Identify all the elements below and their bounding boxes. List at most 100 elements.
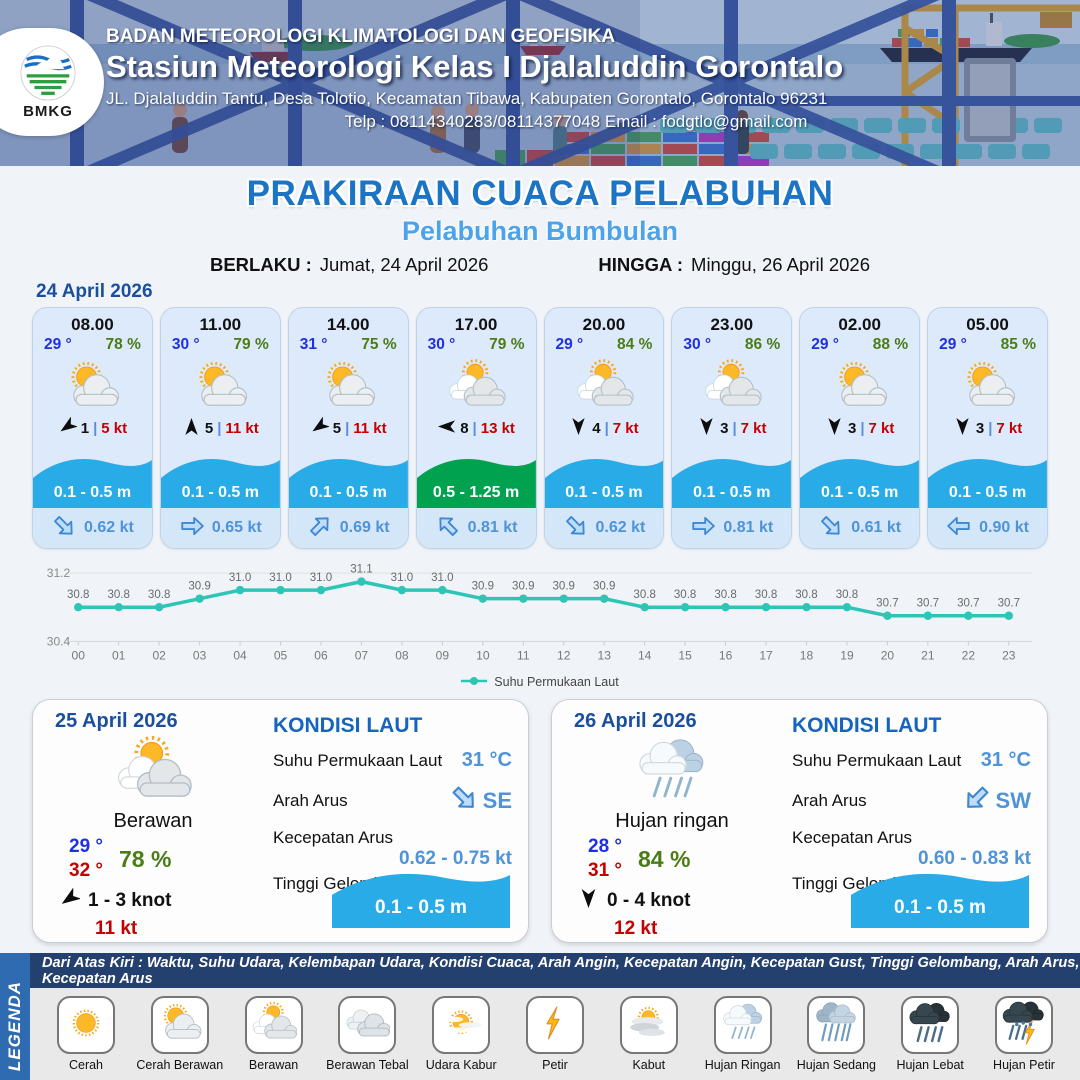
hourly-date: 24 April 2026 bbox=[36, 281, 153, 302]
current-speed-value: 0.62 - 0.75 kt bbox=[398, 848, 512, 870]
divider: | bbox=[472, 419, 477, 437]
sst-value: 31 °C bbox=[461, 749, 512, 772]
svg-text:30.4: 30.4 bbox=[47, 634, 71, 648]
port-illustration bbox=[0, 0, 1080, 166]
air-temperature: 29 ° bbox=[939, 336, 967, 353]
wave-height-band: 0.1 - 0.5 m bbox=[288, 450, 408, 508]
wind-speed: 7 kt bbox=[996, 419, 1023, 437]
legend-item-label: Hujan Ringan bbox=[704, 1058, 781, 1073]
humidity: 79 % bbox=[489, 336, 525, 353]
daily-forecast-card: 26 April 2026 Hujan ringan 28 ° 31 ° 84 … bbox=[551, 699, 1048, 944]
legend-item: Udara Kabur bbox=[415, 996, 507, 1080]
humidity: 78 % bbox=[119, 845, 172, 872]
chart-legend: Suhu Permukaan Laut bbox=[0, 673, 1080, 691]
divider: | bbox=[604, 419, 609, 437]
wind-row: 3 | 7 kt bbox=[825, 415, 894, 441]
legend-item-label: Cerah Berawan bbox=[136, 1058, 224, 1073]
humidity: 84 % bbox=[617, 336, 653, 353]
wind-row: 3 | 7 kt bbox=[697, 415, 767, 441]
weather-icon bbox=[569, 357, 639, 415]
legend-strip: LEGENDA bbox=[0, 953, 30, 1080]
wind-row: 3 | 7 kt bbox=[953, 415, 1022, 441]
wind-direction-icon bbox=[697, 417, 716, 440]
divider: | bbox=[732, 419, 737, 437]
wind-row: 4 | 7 kt bbox=[569, 415, 639, 441]
current-speed: 0.69 kt bbox=[339, 519, 390, 536]
svg-text:30.8: 30.8 bbox=[148, 589, 170, 601]
current-speed: 0.65 kt bbox=[211, 519, 262, 536]
svg-text:31.1: 31.1 bbox=[350, 564, 372, 576]
wave-height-value: 0.1 - 0.5 m bbox=[309, 484, 387, 501]
svg-text:16: 16 bbox=[719, 648, 733, 662]
wave-height-value: 0.1 - 0.5 m bbox=[821, 484, 899, 501]
svg-text:31.0: 31.0 bbox=[310, 572, 332, 584]
weather-icon bbox=[697, 357, 767, 415]
svg-text:31.0: 31.0 bbox=[391, 572, 413, 584]
wind-speed-range: 1 - 3 knot bbox=[88, 890, 172, 912]
wind-speed: 13 kt bbox=[480, 419, 515, 437]
wind-speed: 5 kt bbox=[101, 419, 128, 437]
weather-condition: Hujan ringan bbox=[615, 810, 729, 833]
wave-height-band: 0.1 - 0.5 m bbox=[928, 450, 1047, 508]
legend-item: Hujan Sedang bbox=[790, 996, 882, 1080]
current-direction-icon bbox=[962, 783, 992, 819]
wind-speed: 7 kt bbox=[740, 419, 767, 437]
svg-text:31.0: 31.0 bbox=[229, 572, 251, 584]
current-speed: 0.62 kt bbox=[595, 519, 646, 536]
humidity: 75 % bbox=[361, 336, 397, 353]
wind-direction-icon bbox=[825, 417, 844, 440]
svg-text:04: 04 bbox=[233, 648, 247, 662]
current-direction-icon bbox=[51, 513, 77, 544]
legend-item-label: Berawan bbox=[248, 1058, 299, 1073]
forecast-time: 23.00 bbox=[710, 315, 754, 334]
weather-icon bbox=[626, 1000, 672, 1051]
svg-text:09: 09 bbox=[436, 648, 450, 662]
humidity: 86 % bbox=[744, 336, 781, 353]
wind-direction-value: 1 bbox=[80, 419, 90, 437]
current-row: 0.61 kt bbox=[800, 508, 920, 548]
svg-text:08: 08 bbox=[395, 648, 409, 662]
svg-text:06: 06 bbox=[314, 648, 328, 662]
weather-icon bbox=[532, 1000, 578, 1051]
page-title: PRAKIRAAN CUACA PELABUHAN bbox=[246, 174, 834, 213]
current-speed: 0.81 kt bbox=[723, 519, 774, 536]
header-banner: BMKG BADAN METEOROLOGI KLIMATOLOGI DAN G… bbox=[0, 0, 1080, 166]
hourly-forecast-card: 02.00 29 ° 88 % 3 | 7 kt 0.1 - 0.5 m 0.6… bbox=[799, 307, 921, 549]
svg-text:18: 18 bbox=[800, 648, 814, 662]
weather-icon bbox=[1001, 1000, 1047, 1051]
sst-label: Suhu Permukaan Laut bbox=[792, 750, 962, 770]
wave-height-value: 0.1 - 0.5 m bbox=[375, 897, 467, 919]
legend-strip-label: LEGENDA bbox=[5, 981, 24, 1072]
forecast-time: 11.00 bbox=[199, 315, 242, 334]
weather-icon bbox=[441, 357, 511, 415]
wave-height-band: 0.1 - 0.5 m bbox=[672, 450, 792, 508]
divider: | bbox=[345, 419, 350, 437]
svg-text:31.0: 31.0 bbox=[431, 572, 453, 584]
hingga-label: HINGGA : bbox=[598, 254, 684, 275]
weather-icon bbox=[813, 1000, 859, 1051]
wave-height-band: 0.1 - 0.5 m bbox=[544, 450, 664, 508]
station-name: Stasiun Meteorologi Kelas I Djalaluddin … bbox=[106, 49, 844, 84]
weather-icon bbox=[907, 1000, 953, 1051]
validity-to: HINGGA : Minggu, 26 April 2026 bbox=[598, 254, 870, 276]
wave-height-band: 0.1 - 0.5 m bbox=[332, 864, 510, 929]
wind-gust: 11 kt bbox=[95, 917, 138, 939]
weather-icon bbox=[251, 1000, 298, 1051]
svg-text:30.9: 30.9 bbox=[553, 581, 575, 593]
svg-text:10: 10 bbox=[476, 648, 490, 662]
wind-direction-value: 8 bbox=[460, 419, 469, 437]
legend-item: Petir bbox=[509, 996, 601, 1080]
legend-tile bbox=[619, 996, 678, 1055]
current-speed: 0.61 kt bbox=[851, 519, 902, 536]
current-row: 0.62 kt bbox=[544, 508, 664, 548]
wind-direction-value: 5 bbox=[332, 419, 342, 437]
current-direction-icon bbox=[563, 513, 589, 544]
forecast-time: 08.00 bbox=[71, 315, 114, 334]
current-direction-icon bbox=[179, 513, 205, 544]
legend-item-label: Petir bbox=[542, 1058, 568, 1073]
svg-text:31.0: 31.0 bbox=[269, 572, 291, 584]
weather-condition: Berawan bbox=[113, 810, 193, 833]
svg-text:30.9: 30.9 bbox=[188, 581, 210, 593]
daily-date: 25 April 2026 bbox=[55, 710, 178, 733]
current-speed: 0.81 kt bbox=[467, 519, 518, 536]
